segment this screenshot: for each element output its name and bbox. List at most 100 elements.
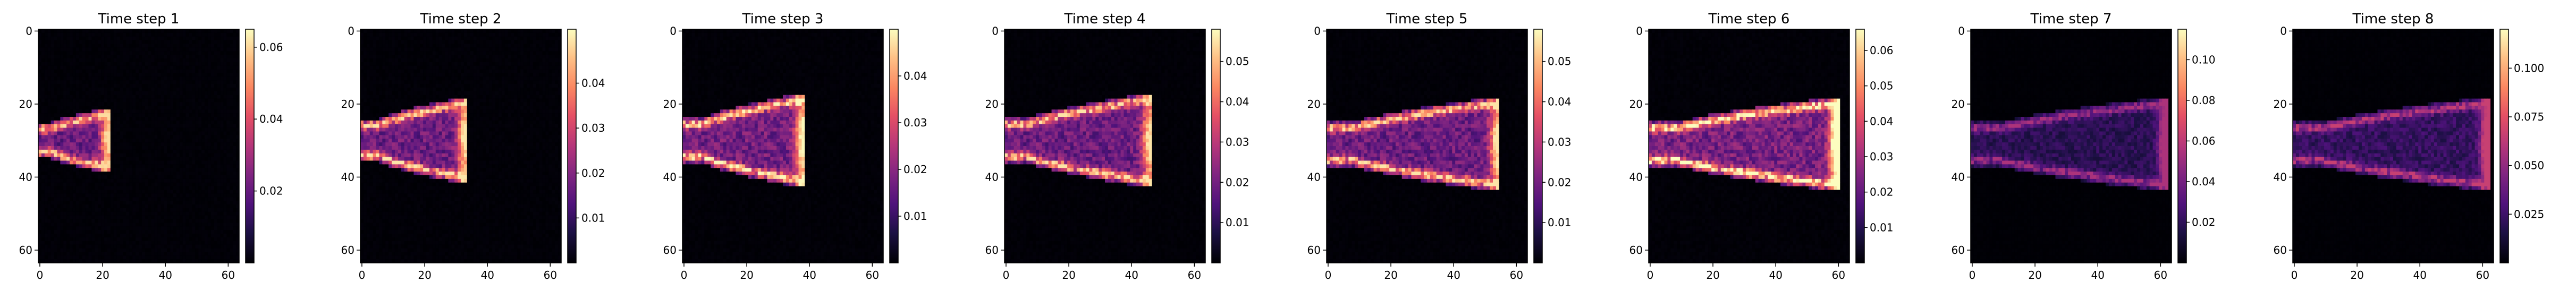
colorbar-tick-label: 0.05 — [1226, 55, 1249, 68]
heatmap-panel-7: Time step 70 20 40 6002040600.020.040.060.0… — [1952, 11, 2216, 281]
panel-title: Time step 1 — [98, 11, 180, 27]
x-tick-label: 0 — [2291, 269, 2298, 281]
y-tick-label: 0 — [26, 24, 32, 37]
colorbar-tick-label: 0.01 — [903, 210, 927, 223]
colorbar — [1534, 29, 1542, 263]
y-tick-label: 20 — [1952, 98, 1965, 110]
colorbar-tick-label: 0.04 — [2192, 175, 2216, 188]
colorbar-tick-label: 0.06 — [259, 41, 283, 54]
y-tick-label: 40 — [341, 170, 354, 183]
colorbar-tick-label: 0.03 — [1226, 135, 1249, 148]
y-tick-label: 60 — [985, 244, 999, 257]
y-tick-label: 20 — [663, 98, 677, 110]
y-tick-label: 40 — [2274, 170, 2287, 183]
x-tick-label: 40 — [2413, 269, 2426, 281]
heatmap-image — [1649, 29, 1850, 263]
heatmap-panel-5: Time step 50 20 40 6002040600.010.020.030.0… — [1307, 11, 1572, 281]
panel-title: Time step 2 — [420, 11, 502, 27]
y-tick-label: 60 — [1629, 244, 1643, 257]
x-tick-label: 40 — [480, 269, 494, 281]
colorbar — [1856, 29, 1864, 263]
y-tick-label: 20 — [985, 98, 999, 110]
colorbar-tick-label: 0.06 — [1870, 44, 1894, 57]
heatmap-image — [1327, 29, 1528, 263]
heatmap-panel-4: Time step 40 20 40 6002040600.010.020.030.0… — [985, 11, 1249, 281]
heatmap-image — [2293, 29, 2494, 263]
x-tick-label: 40 — [803, 269, 816, 281]
colorbar — [568, 29, 576, 263]
y-tick-label: 20 — [1307, 98, 1321, 110]
colorbar — [2178, 29, 2186, 263]
x-tick-label: 0 — [681, 269, 688, 281]
colorbar-tick-label: 0.03 — [1870, 150, 1894, 163]
heatmap-panel-3: Time step 30 20 40 6002040600.010.020.030.0… — [663, 11, 927, 281]
x-tick-label: 40 — [1447, 269, 1460, 281]
x-tick-label: 40 — [1125, 269, 1138, 281]
heatmap-panel-6: Time step 6 0 20 40 60 0 20 40 60 0.01 0.02 0.03 0.0… — [1629, 11, 1894, 281]
heatmap-image — [38, 29, 240, 263]
x-tick-label: 60 — [1188, 269, 1201, 281]
x-tick-label: 20 — [1706, 269, 1719, 281]
colorbar-tick-label: 0.02 — [1870, 186, 1894, 199]
x-tick-label: 60 — [1832, 269, 1845, 281]
x-tick-label: 20 — [96, 269, 109, 281]
colorbar-tick-label: 0.03 — [903, 116, 927, 129]
x-tick-label: 0 — [1969, 269, 1976, 281]
heatmap-panel-8: Time step 80 20 40 6002040600.0250.0500.075… — [2274, 11, 2545, 281]
y-tick-label: 0 — [2280, 24, 2287, 37]
y-tick-label: 40 — [1629, 170, 1643, 183]
x-tick-label: 20 — [740, 269, 753, 281]
colorbar-tick-label: 0.01 — [581, 211, 605, 224]
x-tick-label: 60 — [544, 269, 557, 281]
x-tick-label: 40 — [158, 269, 172, 281]
panel-title: Time step 4 — [1064, 11, 1146, 27]
panel-title: Time step 3 — [742, 11, 824, 27]
y-tick-label: 60 — [663, 244, 677, 257]
colorbar-tick-label: 0.08 — [2192, 94, 2216, 107]
x-tick-label: 0 — [1647, 269, 1654, 281]
colorbar — [890, 29, 898, 263]
heatmap-image — [360, 29, 562, 263]
y-tick-label: 0 — [1958, 24, 1965, 37]
y-tick-label: 0 — [1314, 24, 1321, 37]
y-tick-label: 20 — [341, 98, 354, 110]
colorbar — [1212, 29, 1220, 263]
x-tick-label: 0 — [37, 269, 44, 281]
panel-title: Time step 8 — [2352, 11, 2434, 27]
colorbar-tick-label: 0.03 — [1548, 135, 1572, 148]
y-tick-label: 0 — [1636, 24, 1643, 37]
colorbar-tick-label: 0.10 — [2192, 53, 2216, 66]
y-tick-label: 40 — [1952, 170, 1965, 183]
y-tick-label: 20 — [1629, 98, 1643, 110]
colorbar-tick-label: 0.02 — [903, 163, 927, 176]
panel-title: Time step 6 — [1708, 11, 1790, 27]
colorbar-tick-label: 0.02 — [1226, 176, 1249, 189]
heatmap-image — [1004, 29, 1206, 263]
colorbar-tick-label: 0.02 — [259, 185, 283, 198]
x-tick-label: 40 — [1769, 269, 1782, 281]
x-tick-label: 0 — [359, 269, 366, 281]
colorbar — [246, 29, 254, 263]
y-tick-label: 60 — [1952, 244, 1965, 257]
y-tick-label: 20 — [19, 98, 32, 110]
y-tick-label: 40 — [1307, 170, 1321, 183]
y-tick-label: 20 — [2274, 98, 2287, 110]
colorbar-tick-label: 0.06 — [2192, 134, 2216, 147]
colorbar-tick-label: 0.05 — [1548, 55, 1572, 68]
heatmap-image — [1971, 29, 2172, 263]
panel-title: Time step 7 — [2030, 11, 2112, 27]
x-tick-label: 40 — [2091, 269, 2104, 281]
colorbar-tick-label: 0.02 — [1548, 176, 1572, 189]
colorbar-tick-label: 0.01 — [1870, 221, 1894, 234]
colorbar-tick-label: 0.025 — [2514, 208, 2544, 220]
y-tick-label: 0 — [992, 24, 999, 37]
y-tick-label: 0 — [670, 24, 677, 37]
x-tick-label: 60 — [222, 269, 235, 281]
colorbar-tick-label: 0.02 — [2192, 216, 2216, 228]
y-tick-label: 40 — [19, 170, 32, 183]
x-tick-label: 0 — [1003, 269, 1010, 281]
y-tick-label: 60 — [19, 244, 32, 257]
x-tick-label: 60 — [1510, 269, 1523, 281]
